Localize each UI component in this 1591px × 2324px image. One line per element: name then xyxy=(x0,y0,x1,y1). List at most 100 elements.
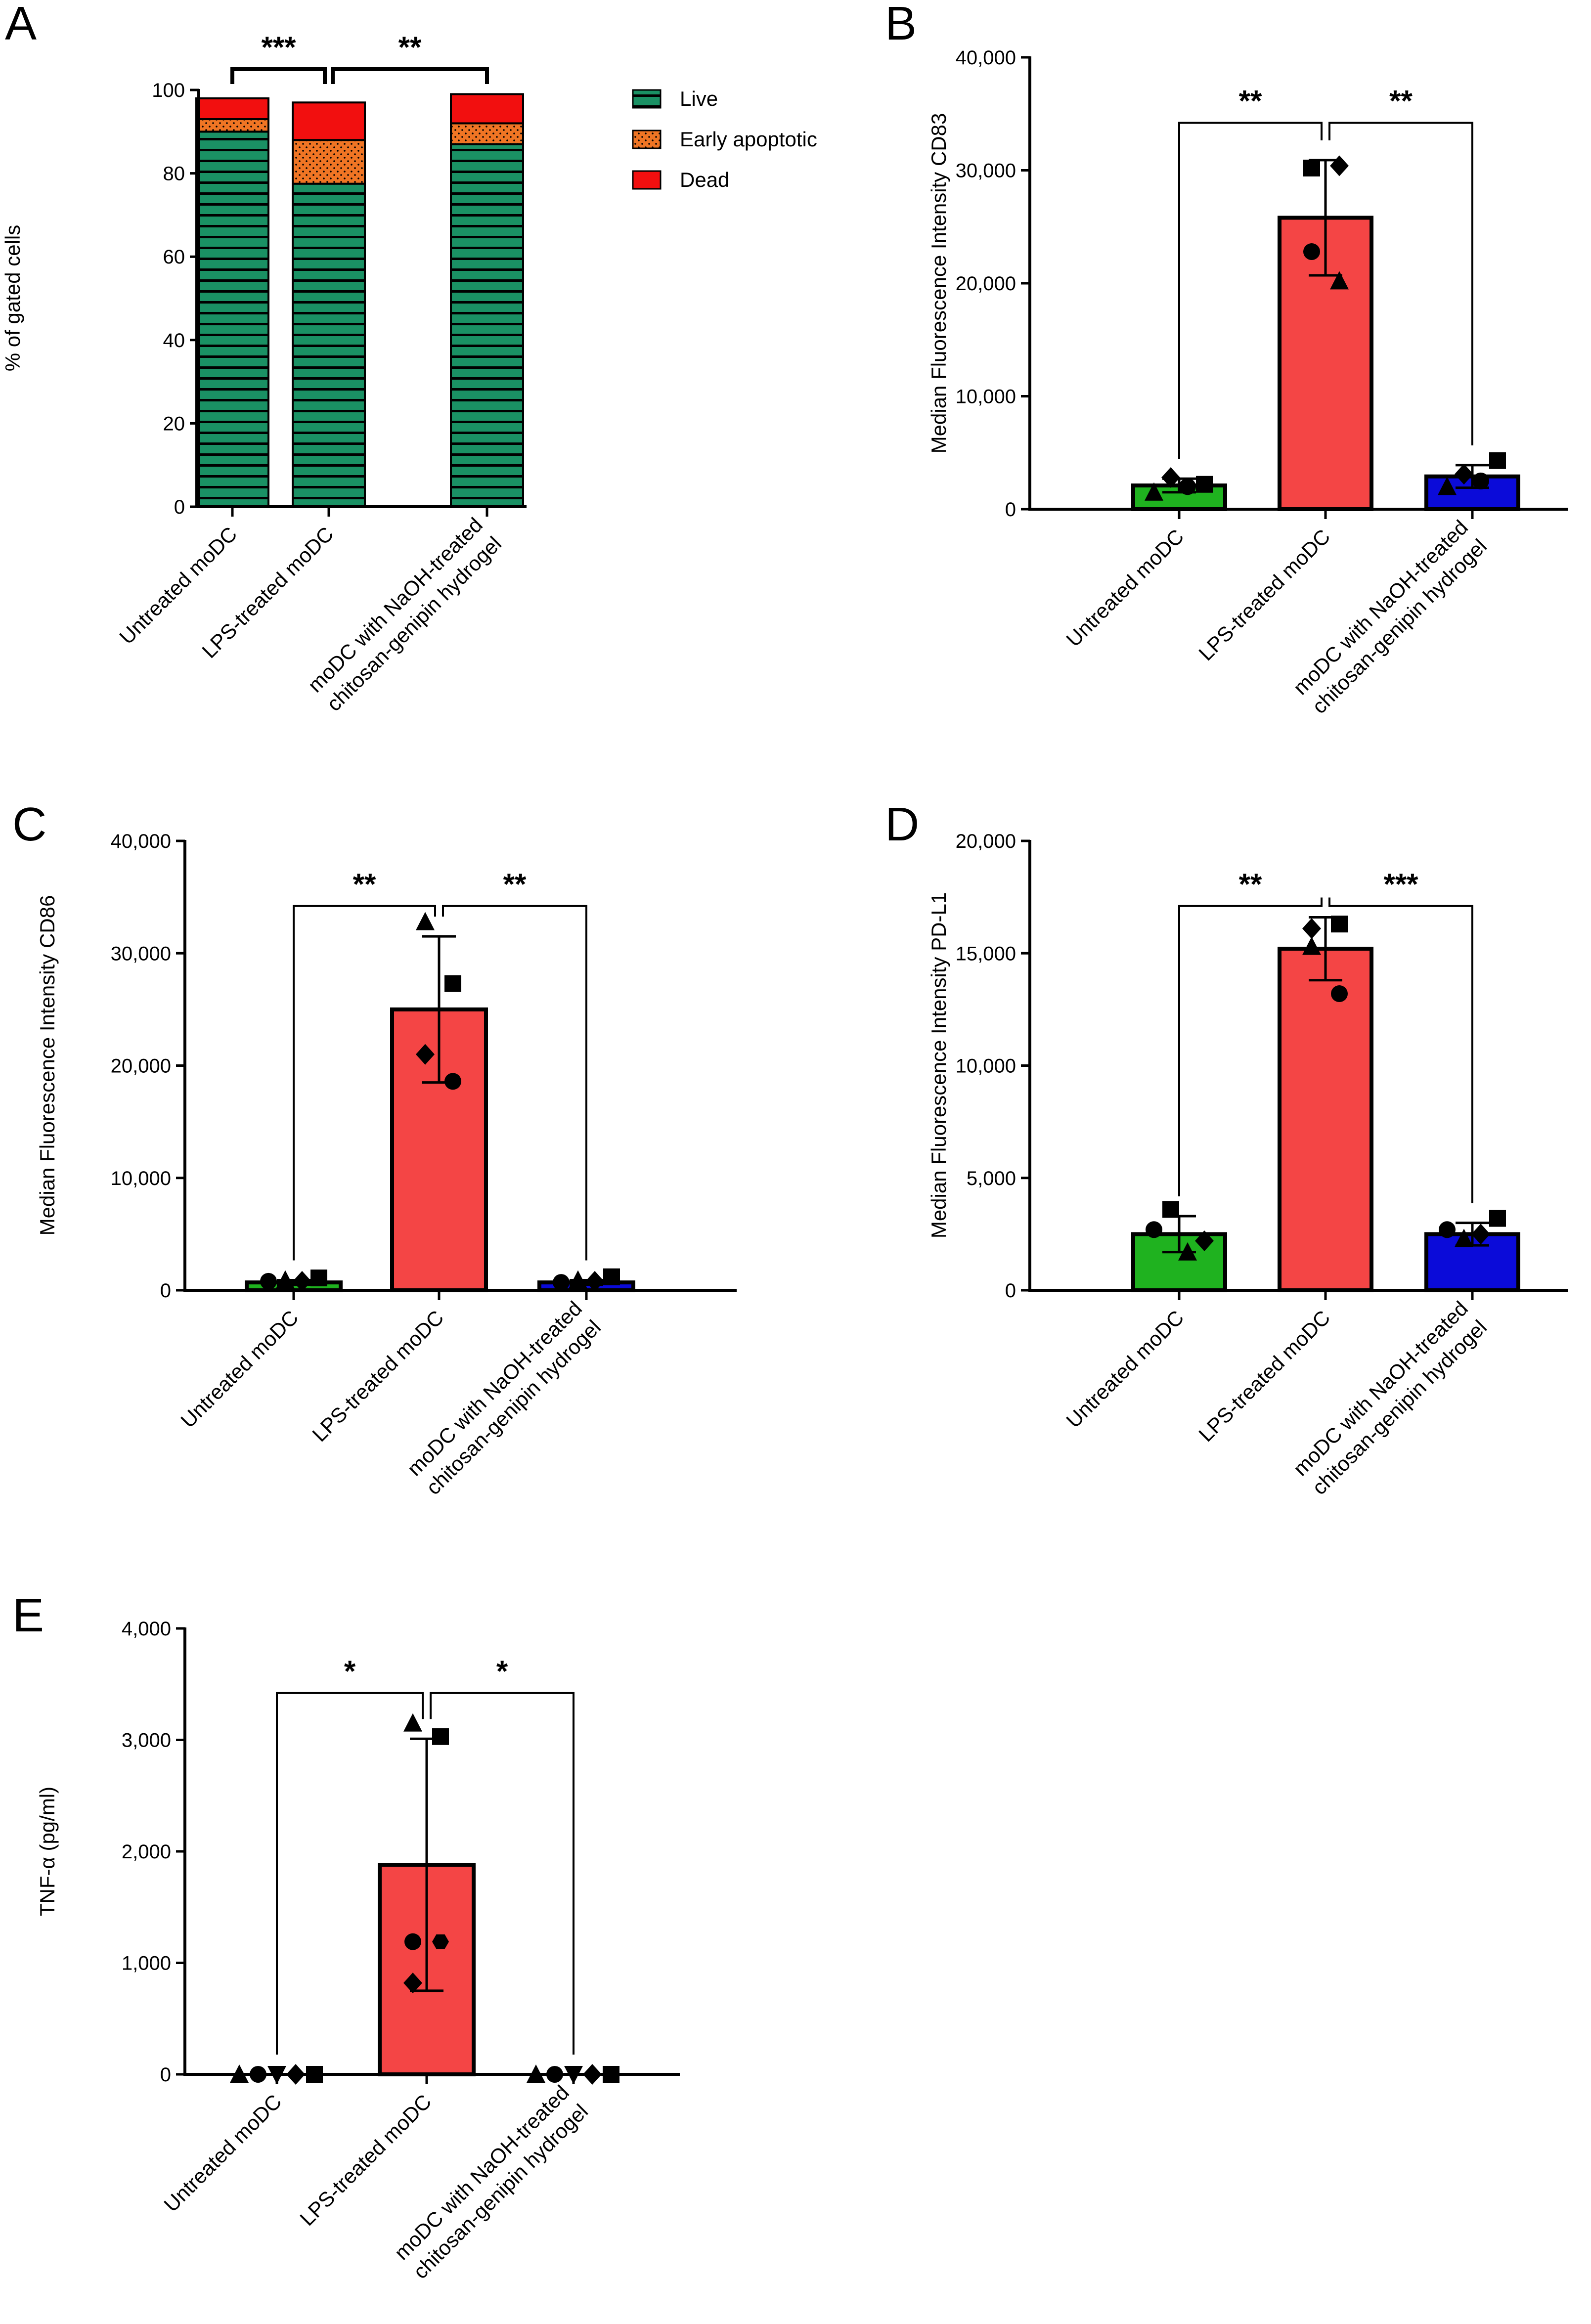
legend-label: Live xyxy=(680,87,718,110)
x-tick-label-line: chitosan-genipin hydrogel xyxy=(421,1315,605,1499)
data-point xyxy=(432,1934,449,1949)
data-point xyxy=(569,1270,587,1289)
legend-label: Early apoptotic xyxy=(680,128,817,151)
x-tick-label-line: Untreated moDC xyxy=(176,1306,303,1432)
data-point xyxy=(1331,916,1348,933)
y-axis-title: Median Fluorescence Intensity CD83 xyxy=(927,113,950,454)
x-tick-label-line: Untreated moDC xyxy=(159,2090,286,2216)
data-point xyxy=(310,1270,327,1287)
data-point xyxy=(1471,1224,1490,1245)
y-axis-title: TNF-α (pg/ml) xyxy=(36,1787,59,1916)
significance-label: ** xyxy=(353,868,376,901)
significance-label: *** xyxy=(261,31,296,64)
x-tick-label-line: Untreated moDC xyxy=(1061,525,1188,651)
y-tick-label: 20,000 xyxy=(956,273,1016,295)
y-tick-label: 40 xyxy=(163,330,185,351)
data-point xyxy=(416,1044,435,1065)
data-point xyxy=(1178,1242,1197,1261)
data-point xyxy=(276,1270,295,1289)
y-tick-label: 40,000 xyxy=(956,47,1016,69)
data-point xyxy=(1438,477,1457,495)
y-tick-label: 0 xyxy=(1005,499,1016,521)
data-point xyxy=(403,1973,422,1994)
y-tick-label: 0 xyxy=(1005,1280,1016,1302)
significance-bracket xyxy=(430,1692,575,2055)
x-tick-label-line: Untreated moDC xyxy=(1061,1306,1188,1432)
data-point xyxy=(1489,452,1506,469)
legend-swatch xyxy=(632,130,662,149)
data-point xyxy=(1455,1228,1473,1247)
chart-panel-c: C Median Fluorescence Intensity CD86 0 10,0… xyxy=(12,798,737,1499)
data-point xyxy=(1331,985,1348,1003)
y-tick-label: 80 xyxy=(163,163,185,185)
data-point xyxy=(1455,464,1473,485)
y-tick-label: 0 xyxy=(174,496,185,518)
significance-label: *** xyxy=(1383,868,1418,901)
x-tick-label: Untreated moDC xyxy=(1061,1306,1188,1432)
bar-segment-live xyxy=(292,182,366,508)
x-tick-label-line: LPS-treated moDC xyxy=(295,2090,436,2230)
y-axis-title: Median Fluorescence Intensity CD86 xyxy=(36,895,59,1236)
bar-segment-early-apoptotic xyxy=(450,122,524,145)
y-tick-label: 20,000 xyxy=(956,831,1016,852)
chart-panel-a: A % of gated cells 0 20 40 60 80 100 Live Early a… xyxy=(1,0,817,716)
data-point xyxy=(1330,271,1349,290)
bar-segment-live xyxy=(195,131,269,508)
bar-segment-early-apoptotic xyxy=(195,118,269,133)
bar-segment-live xyxy=(450,143,524,508)
data-point xyxy=(444,975,461,992)
data-point xyxy=(1302,918,1321,939)
x-tick-label-line: LPS-treated moDC xyxy=(308,1306,448,1446)
y-axis-title: Median Fluorescence Intensity PD-L1 xyxy=(927,892,950,1238)
bar-segment-dead xyxy=(292,101,366,141)
panel-letter: D xyxy=(885,798,919,851)
significance-bracket xyxy=(442,905,587,1261)
y-tick-label: 0 xyxy=(160,2064,171,2086)
x-tick-label: Untreated moDC xyxy=(1061,525,1188,651)
data-point xyxy=(1330,155,1349,176)
y-tick-label: 0 xyxy=(160,1280,171,1302)
chart-panel-b: B Median Fluorescence Intensity CD83 0 10,0… xyxy=(885,0,1568,718)
data-point xyxy=(585,1271,604,1292)
significance-bracket xyxy=(276,1692,424,2055)
chart-panel-d: D Median Fluorescence Intensity PD-L1 0 5,0… xyxy=(885,798,1568,1499)
significance-bracket xyxy=(1178,897,1323,1197)
bar-segment-dead xyxy=(450,93,524,125)
data-point xyxy=(293,1271,311,1292)
significance-label: * xyxy=(344,1655,356,1688)
y-tick-label: 3,000 xyxy=(122,1730,171,1752)
y-tick-label: 100 xyxy=(152,80,185,101)
legend: Live Early apoptotic Dead xyxy=(632,87,817,191)
bar xyxy=(1278,947,1373,1293)
panel-letter: E xyxy=(12,1589,44,1642)
x-tick-label: moDC with NaOH-treatedchitosan-genipin h… xyxy=(303,513,506,716)
legend-swatch xyxy=(632,170,662,190)
data-point xyxy=(1302,936,1321,955)
x-tick-label: LPS-treated moDC xyxy=(308,1306,448,1446)
panel-letter: A xyxy=(5,0,37,50)
y-tick-label: 10,000 xyxy=(111,1168,171,1189)
bar-segment-dead xyxy=(195,97,269,121)
y-tick-label: 1,000 xyxy=(122,1953,171,1974)
x-tick-label: LPS-treated moDC xyxy=(295,2090,436,2230)
significance-label: ** xyxy=(398,31,422,64)
x-tick-label: Untreated moDC xyxy=(176,1306,303,1432)
significance-label: ** xyxy=(1389,85,1413,118)
data-point xyxy=(1303,159,1320,176)
y-tick-label: 15,000 xyxy=(956,943,1016,965)
data-point xyxy=(1196,476,1213,493)
x-tick-label-line: LPS-treated moDC xyxy=(1194,525,1334,665)
x-tick-label: LPS-treated moDC xyxy=(1194,1306,1334,1446)
data-point xyxy=(1303,243,1320,261)
data-point xyxy=(1162,1201,1179,1218)
x-tick-label-line: chitosan-genipin hydrogel xyxy=(322,532,506,716)
y-axis-title: % of gated cells xyxy=(1,225,24,372)
y-tick-label: 30,000 xyxy=(956,160,1016,182)
y-tick-label: 4,000 xyxy=(122,1618,171,1640)
significance-bracket xyxy=(1328,122,1473,445)
y-tick-label: 2,000 xyxy=(122,1841,171,1863)
data-point xyxy=(432,1728,449,1745)
panel-letter: C xyxy=(12,798,46,851)
data-point xyxy=(603,1268,620,1285)
